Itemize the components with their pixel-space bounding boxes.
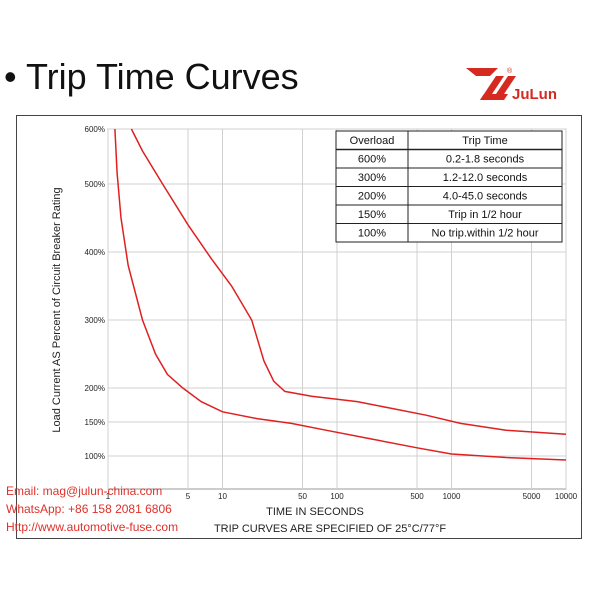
x-tick-label: 10000 [555, 492, 578, 501]
logo-text: JuLun [512, 86, 557, 103]
y-tick-label: 300% [85, 316, 105, 325]
table-cell-overload: 100% [358, 228, 386, 240]
x-tick-label: 5000 [523, 492, 541, 501]
y-tick-label: 500% [85, 180, 105, 189]
x-tick-label: 100 [330, 492, 344, 501]
table-cell-overload: 300% [358, 172, 386, 184]
y-tick-label: 100% [85, 452, 105, 461]
x-axis-label: TIME IN SECONDS [266, 506, 364, 518]
y-tick-label: 400% [85, 248, 105, 257]
overload-table: Overload Trip Time 600% 0.2-1.8 seconds 300%… [335, 130, 563, 243]
x-tick-label: 10 [218, 492, 227, 501]
table-cell-overload: 150% [358, 209, 386, 221]
x-tick-label: 5 [186, 492, 191, 501]
table-cell-trip-time: Trip in 1/2 hour [448, 209, 522, 221]
table-cell-overload: 600% [358, 154, 386, 166]
table-cell-trip-time: No trip.within 1/2 hour [432, 228, 539, 240]
table-cell-trip-time: 1.2-12.0 seconds [443, 172, 528, 184]
trip-curve-1 [114, 128, 567, 461]
y-tick-label: 200% [85, 384, 105, 393]
y-axis-label: Load Current AS Percent of Circuit Break… [51, 187, 63, 432]
series-layer [114, 128, 567, 461]
x-tick-label: 1000 [443, 492, 461, 501]
table-cell-overload: 200% [358, 191, 386, 203]
chart-footnote: TRIP CURVES ARE SPECIFIED OF 25°C/77°F [214, 523, 446, 535]
x-tick-label: 500 [410, 492, 424, 501]
julun-logo-icon [466, 68, 516, 100]
trip-curve-2 [130, 128, 567, 435]
contact-whatsapp[interactable]: WhatsApp: +86 158 2081 6806 [6, 502, 172, 516]
table-cell-trip-time: 4.0-45.0 seconds [443, 191, 528, 203]
slide-title: • Trip Time Curves [4, 56, 299, 97]
x-tick-label: 50 [298, 492, 307, 501]
logo-registered-mark: ® [507, 68, 513, 75]
contact-email[interactable]: Email: mag@julun-china.com [6, 484, 163, 498]
axis-layer: 1 5 10 50 100 500 1000 5000 10000 100% 150% 200% 300… [85, 125, 578, 501]
x-tick-label: 1 [106, 492, 111, 501]
chart-frame [16, 115, 582, 539]
y-tick-label: 600% [85, 125, 105, 134]
table-header-overload: Overload [350, 135, 395, 147]
table-header-trip-time: Trip Time [462, 135, 507, 147]
contact-website[interactable]: Http://www.automotive-fuse.com [6, 520, 179, 534]
table-cell-trip-time: 0.2-1.8 seconds [446, 154, 525, 166]
y-tick-label: 150% [85, 418, 105, 427]
